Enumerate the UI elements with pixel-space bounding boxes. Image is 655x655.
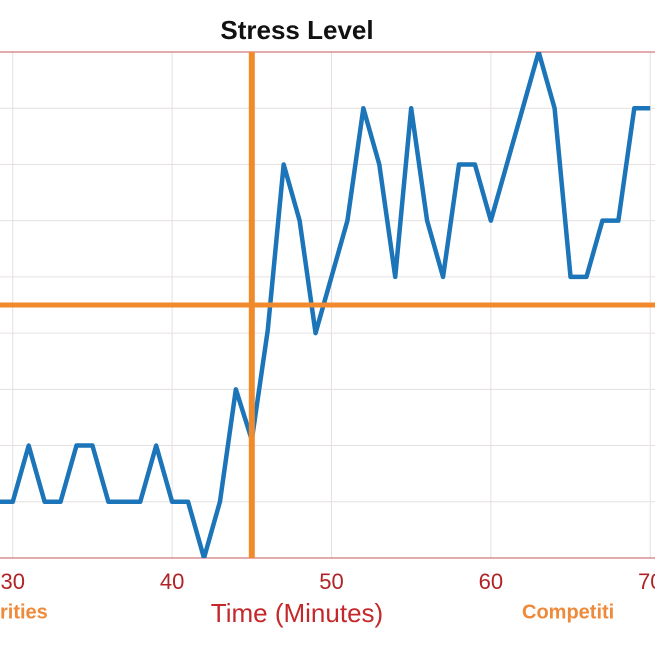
annotation: Competiti (522, 601, 614, 623)
x-tick-label: 70 (638, 569, 655, 594)
x-tick-label: 40 (160, 569, 184, 594)
x-tick-label: 60 (479, 569, 503, 594)
x-tick-label: 50 (319, 569, 343, 594)
x-axis-label: Time (Minutes) (211, 598, 383, 628)
chart-title: Stress Level (220, 15, 373, 45)
x-tick-label: 30 (1, 569, 25, 594)
annotation: rities (0, 601, 48, 623)
